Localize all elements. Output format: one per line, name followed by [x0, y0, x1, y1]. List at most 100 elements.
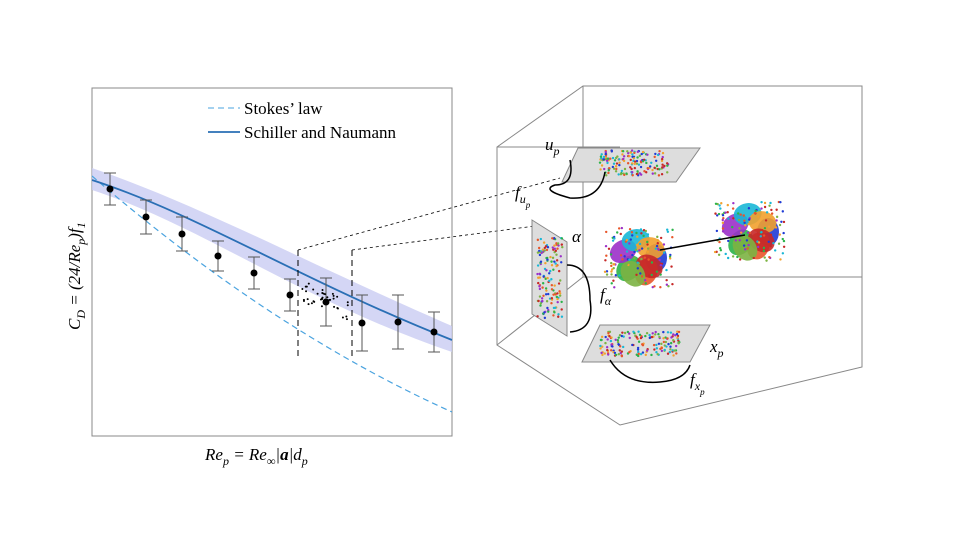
zoom-line: [297, 177, 561, 251]
dot: [553, 237, 556, 240]
dot: [610, 261, 613, 265]
sample: [312, 288, 315, 291]
dot: [604, 244, 608, 248]
dot: [546, 306, 549, 310]
dot: [546, 258, 549, 261]
dot: [538, 253, 542, 257]
dot: [648, 333, 651, 337]
dot: [600, 335, 604, 339]
dot: [770, 212, 774, 215]
sample: [316, 292, 319, 295]
dot: [538, 276, 542, 279]
dot: [668, 257, 672, 260]
dot: [677, 330, 681, 334]
dot: [602, 158, 605, 161]
dot: [769, 201, 772, 205]
dot: [609, 157, 612, 160]
dot: [737, 212, 740, 215]
dot: [606, 338, 609, 341]
dot: [641, 343, 644, 346]
dot: [782, 245, 786, 248]
dot: [626, 330, 630, 334]
dot: [620, 355, 624, 358]
dot: [731, 255, 735, 258]
dot: [555, 295, 559, 299]
dot: [636, 170, 639, 173]
dot: [656, 239, 660, 242]
dot: [554, 293, 557, 296]
dot: [555, 253, 558, 256]
dot: [747, 222, 750, 226]
dot: [633, 257, 636, 260]
dot: [653, 172, 657, 175]
dot: [555, 259, 559, 262]
label: fup: [515, 183, 531, 210]
dot: [553, 244, 556, 247]
dot: [549, 269, 552, 273]
scatter: [536, 149, 786, 358]
dot: [609, 349, 613, 352]
dot: [543, 246, 547, 250]
dot: [551, 256, 555, 260]
dot: [552, 306, 556, 310]
dot: [536, 238, 540, 242]
dot: [605, 273, 609, 276]
dot: [646, 233, 650, 236]
dot: [609, 253, 613, 256]
label: fxp: [690, 370, 705, 397]
dot: [745, 239, 749, 242]
dot: [616, 339, 620, 342]
dot: [738, 238, 741, 242]
dot: [553, 247, 556, 250]
dot: [539, 260, 543, 263]
dot: [602, 155, 606, 159]
label-part: |d: [289, 445, 303, 464]
dot: [612, 263, 616, 266]
dot: [643, 170, 646, 173]
dot: [616, 155, 619, 158]
dot: [666, 228, 669, 231]
dot: [637, 330, 640, 333]
dot: [546, 245, 550, 249]
dot: [669, 331, 673, 334]
dot: [773, 249, 777, 252]
dot: [655, 343, 658, 347]
dot: [721, 230, 725, 233]
label-part: f: [515, 183, 522, 202]
dot: [637, 163, 641, 166]
dot: [775, 219, 778, 222]
dot: [657, 342, 661, 345]
dot: [561, 245, 564, 249]
dot: [550, 284, 554, 287]
dot: [619, 173, 623, 176]
plot-frame: [91, 87, 453, 437]
dot: [605, 270, 609, 273]
dot: [554, 249, 558, 253]
dot: [550, 288, 554, 291]
dot: [559, 255, 562, 258]
dot: [631, 253, 634, 257]
dot: [667, 342, 670, 346]
dot: [636, 346, 640, 350]
dot: [616, 340, 620, 344]
dot: [551, 237, 554, 240]
dot: [640, 275, 644, 278]
dot: [553, 260, 556, 263]
dot: [542, 294, 545, 297]
dot: [618, 349, 621, 352]
dot: [645, 161, 648, 165]
dot: [622, 335, 625, 338]
zoom-line: [351, 225, 536, 251]
point: [214, 252, 222, 260]
dot: [604, 259, 607, 262]
dot: [638, 242, 642, 246]
sample: [306, 298, 309, 301]
point: [322, 298, 330, 306]
dot: [542, 241, 546, 244]
dot: [557, 269, 561, 273]
link: [659, 234, 746, 251]
dot: [621, 258, 624, 261]
point: [250, 269, 258, 277]
dot: [747, 207, 751, 210]
